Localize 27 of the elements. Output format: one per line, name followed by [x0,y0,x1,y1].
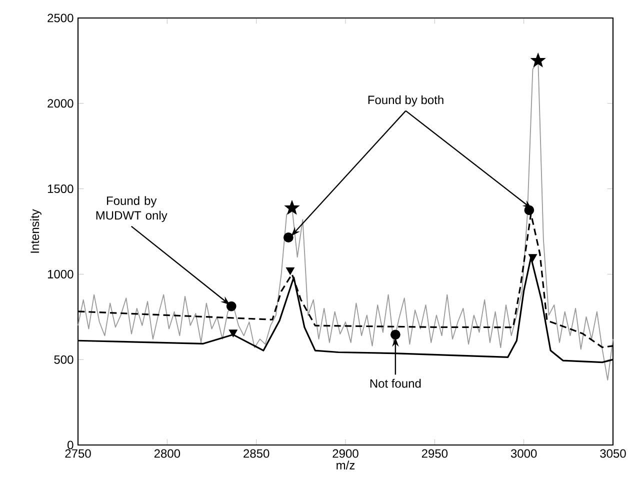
point [284,232,294,242]
annotation: Not found [370,378,421,388]
point [530,52,546,68]
y-tick-label: 500 [54,355,74,364]
point [390,330,400,340]
point [286,267,295,275]
x-tick-label: 2800 [154,449,180,458]
point [228,330,238,338]
y-tick-label: 2000 [48,99,74,108]
x-tick-label: 2900 [332,449,358,458]
point [226,301,236,312]
x-tick-label: 3050 [600,449,626,458]
y-tick-label: 0 [68,440,74,450]
y-tick-label: 2500 [48,14,74,22]
point [524,205,534,216]
x-tick-label: 2750 [65,449,91,458]
x-tick-label: 2950 [422,449,448,458]
point [284,200,300,214]
x-tick-label: 3000 [510,449,537,458]
point [528,254,538,262]
x-axis-title: m/z [336,460,355,470]
annotation: Found by MUDWT only [96,196,168,222]
y-axis-title: Intensity [30,209,42,253]
y-tick-label: 1000 [48,270,74,278]
annotation: Found by both [368,95,444,107]
y-tick-label: 1500 [48,184,74,194]
x-tick-label: 2850 [244,449,270,458]
